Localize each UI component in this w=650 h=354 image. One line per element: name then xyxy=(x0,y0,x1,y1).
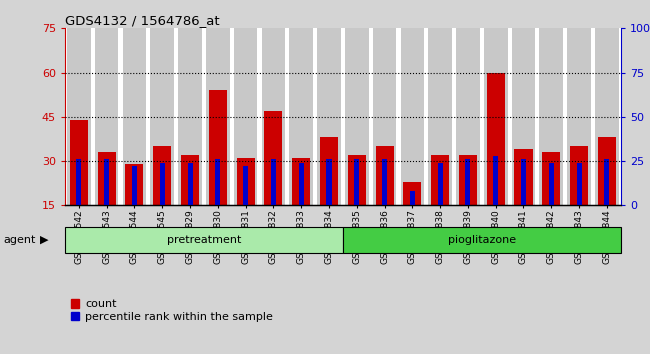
Bar xyxy=(317,28,341,205)
Bar xyxy=(542,152,560,205)
Text: ▶: ▶ xyxy=(40,235,49,245)
Bar xyxy=(345,28,369,205)
Bar xyxy=(348,155,366,205)
Bar xyxy=(521,159,526,205)
Bar xyxy=(237,158,255,205)
Bar xyxy=(160,163,165,205)
Bar xyxy=(178,28,202,205)
Bar xyxy=(343,227,621,253)
Bar xyxy=(326,159,332,205)
Bar xyxy=(215,159,220,205)
Bar xyxy=(598,137,616,205)
Bar xyxy=(431,155,449,205)
Bar xyxy=(265,111,283,205)
Bar xyxy=(577,163,582,205)
Bar xyxy=(437,163,443,205)
Bar xyxy=(243,166,248,205)
Bar xyxy=(410,191,415,205)
Bar xyxy=(76,159,81,205)
Bar xyxy=(428,28,452,205)
Bar xyxy=(95,28,118,205)
Legend: count, percentile rank within the sample: count, percentile rank within the sample xyxy=(71,299,273,322)
Bar xyxy=(549,163,554,205)
Bar xyxy=(595,28,619,205)
Bar xyxy=(70,120,88,205)
Bar xyxy=(125,164,144,205)
Bar xyxy=(382,159,387,205)
Bar xyxy=(98,152,116,205)
Bar xyxy=(271,159,276,205)
Bar xyxy=(234,28,257,205)
Bar xyxy=(400,28,424,205)
Text: pretreatment: pretreatment xyxy=(167,235,241,245)
Bar xyxy=(209,90,227,205)
Bar xyxy=(123,28,146,205)
Text: pioglitazone: pioglitazone xyxy=(448,235,516,245)
Bar xyxy=(514,149,532,205)
Bar xyxy=(289,28,313,205)
Bar xyxy=(153,146,172,205)
Bar xyxy=(459,155,477,205)
Bar xyxy=(487,73,505,205)
Bar xyxy=(104,159,109,205)
Bar xyxy=(67,28,91,205)
Bar xyxy=(181,155,199,205)
Bar xyxy=(150,28,174,205)
Bar xyxy=(567,28,591,205)
Bar xyxy=(132,166,137,205)
Bar xyxy=(376,146,394,205)
Bar xyxy=(298,163,304,205)
Bar xyxy=(604,159,610,205)
Bar xyxy=(292,158,310,205)
Bar xyxy=(540,28,563,205)
Bar xyxy=(465,159,471,205)
Bar xyxy=(403,182,421,205)
Bar xyxy=(493,156,499,205)
Bar xyxy=(65,227,343,253)
Bar xyxy=(372,28,396,205)
Bar xyxy=(320,137,338,205)
Bar xyxy=(512,28,536,205)
Text: GDS4132 / 1564786_at: GDS4132 / 1564786_at xyxy=(65,14,220,27)
Bar xyxy=(187,163,192,205)
Bar xyxy=(206,28,229,205)
Bar xyxy=(570,146,588,205)
Bar xyxy=(484,28,508,205)
Bar xyxy=(456,28,480,205)
Bar xyxy=(261,28,285,205)
Bar xyxy=(354,159,359,205)
Text: agent: agent xyxy=(3,235,36,245)
